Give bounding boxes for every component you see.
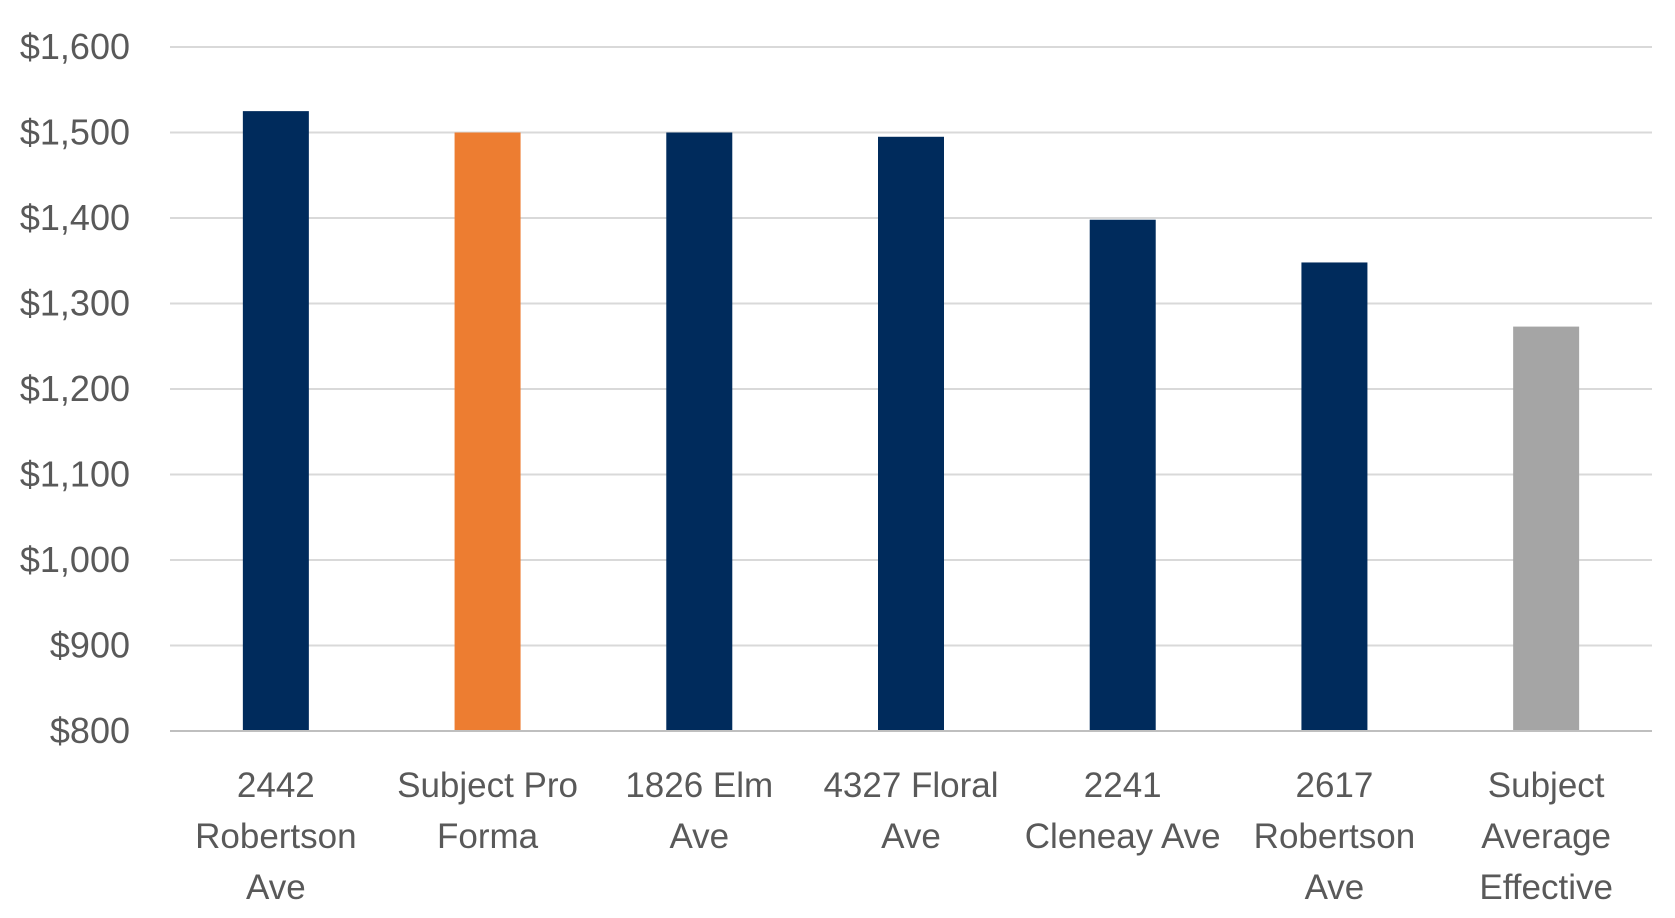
bar	[666, 132, 733, 731]
x-category-label-line: Robertson	[195, 817, 356, 856]
x-category-label: 2241 Cleneay Ave	[1025, 766, 1221, 856]
x-category-label-line: Subject	[1488, 766, 1605, 805]
x-category-label-line: Ave	[1305, 868, 1365, 907]
y-axis-tick-labels: $800 $900 $1,000 $1,100 $1,200 $1,300 $1,400 $1…	[20, 26, 130, 751]
x-category-label: 2442 Robertson Ave	[195, 766, 356, 907]
y-tick-label: $1,500	[20, 112, 130, 153]
bars	[170, 111, 1652, 732]
x-category-label-line: Average	[1481, 817, 1611, 856]
x-category-label-line: Cleneay Ave	[1025, 817, 1221, 856]
y-tick-label: $1,300	[20, 283, 130, 324]
bar	[1089, 219, 1156, 731]
x-category-label-line: Robertson	[1254, 817, 1415, 856]
x-category-label: 1826 Elm Ave	[625, 766, 773, 856]
x-category-label-line: 2442	[237, 766, 315, 805]
x-category-label-line: Forma	[437, 817, 539, 856]
x-category-label-line: Ave	[246, 868, 306, 907]
x-category-label: Subject Average Effective	[1479, 766, 1613, 907]
x-category-label: 4327 Floral Ave	[823, 766, 998, 856]
y-tick-label: $900	[50, 625, 130, 666]
bar	[454, 132, 521, 731]
bar	[242, 111, 309, 731]
x-category-label: Subject Pro Forma	[397, 766, 578, 856]
y-tick-label: $1,200	[20, 368, 130, 409]
x-category-label-line: Subject Pro	[397, 766, 578, 805]
y-tick-label: $1,600	[20, 26, 130, 67]
y-tick-label: $1,100	[20, 454, 130, 495]
x-category-label-line: 1826 Elm	[625, 766, 773, 805]
y-tick-label: $800	[50, 710, 130, 751]
x-category-label-line: 4327 Floral	[823, 766, 998, 805]
bar	[1301, 262, 1368, 731]
x-category-label-line: Ave	[881, 817, 941, 856]
x-category-label-line: 2241	[1084, 766, 1162, 805]
x-category-label-line: Effective	[1479, 868, 1613, 907]
bar	[878, 136, 944, 731]
x-axis-category-labels: 2442 Robertson Ave Subject Pro Forma 1826 Elm…	[195, 766, 1613, 907]
x-category-label-line: Ave	[669, 817, 729, 856]
y-tick-label: $1,400	[20, 197, 130, 238]
x-category-label: 2617 Robertson Ave	[1254, 766, 1415, 907]
bar	[1513, 326, 1580, 731]
y-tick-label: $1,000	[20, 539, 130, 580]
x-category-label-line: 2617	[1295, 766, 1373, 805]
